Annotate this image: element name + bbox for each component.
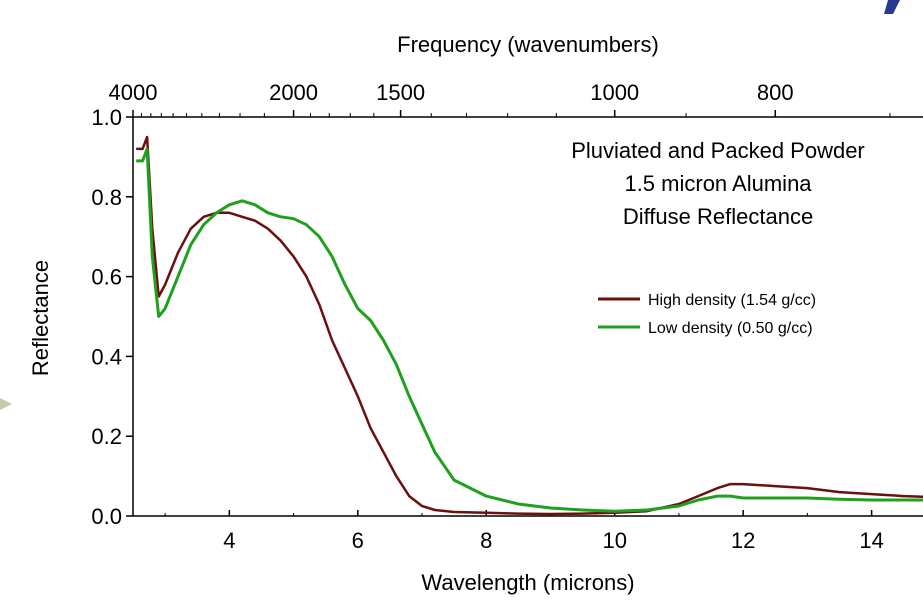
y-tick-label: 1.0 [91,105,122,130]
y-axis-title: Reflectance [28,260,53,376]
y-tick-label: 0.6 [91,265,122,290]
annotation-line-2: 1.5 micron Alumina [624,171,812,196]
top-tick-label: 1500 [376,80,425,105]
x-tick-label: 14 [859,528,883,553]
series-line-low-density [136,147,923,513]
top-tick-label: 800 [757,80,794,105]
x-tick-label: 6 [352,528,364,553]
x-ticks: 4 6 8 10 12 14 [164,510,884,553]
y-tick-label: 0.2 [91,424,122,449]
series-line-high-density [136,135,923,516]
x-axis-title: Wavelength (microns) [421,570,634,595]
top-tick-label: 1000 [590,80,639,105]
legend-label-high-density: High density (1.54 g/cc) [648,292,816,309]
top-ticks: 4000 2000 1500 1000 800 [109,80,891,117]
legend: High density (1.54 g/cc) Low density (0.… [598,292,816,337]
x-tick-label: 12 [731,528,755,553]
legend-label-low-density: Low density (0.50 g/cc) [648,320,813,337]
y-tick-label: 0.8 [91,185,122,210]
y-tick-label: 0.4 [91,344,122,369]
y-tick-label: 0.0 [91,504,122,529]
x-tick-label: 8 [480,528,492,553]
top-tick-label: 4000 [109,80,158,105]
top-axis-title: Frequency (wavenumbers) [397,32,659,57]
series-group [136,135,923,516]
y-ticks: 0.0 0.2 0.4 0.6 0.8 1.0 [91,105,133,529]
annotation-line-3: Diffuse Reflectance [623,204,813,229]
decorative-corner-mark [884,0,900,14]
annotation-line-1: Pluviated and Packed Powder [571,138,865,163]
top-tick-label: 2000 [269,80,318,105]
x-tick-label: 10 [602,528,626,553]
decorative-side-arrow [0,398,12,410]
x-tick-label: 4 [223,528,235,553]
